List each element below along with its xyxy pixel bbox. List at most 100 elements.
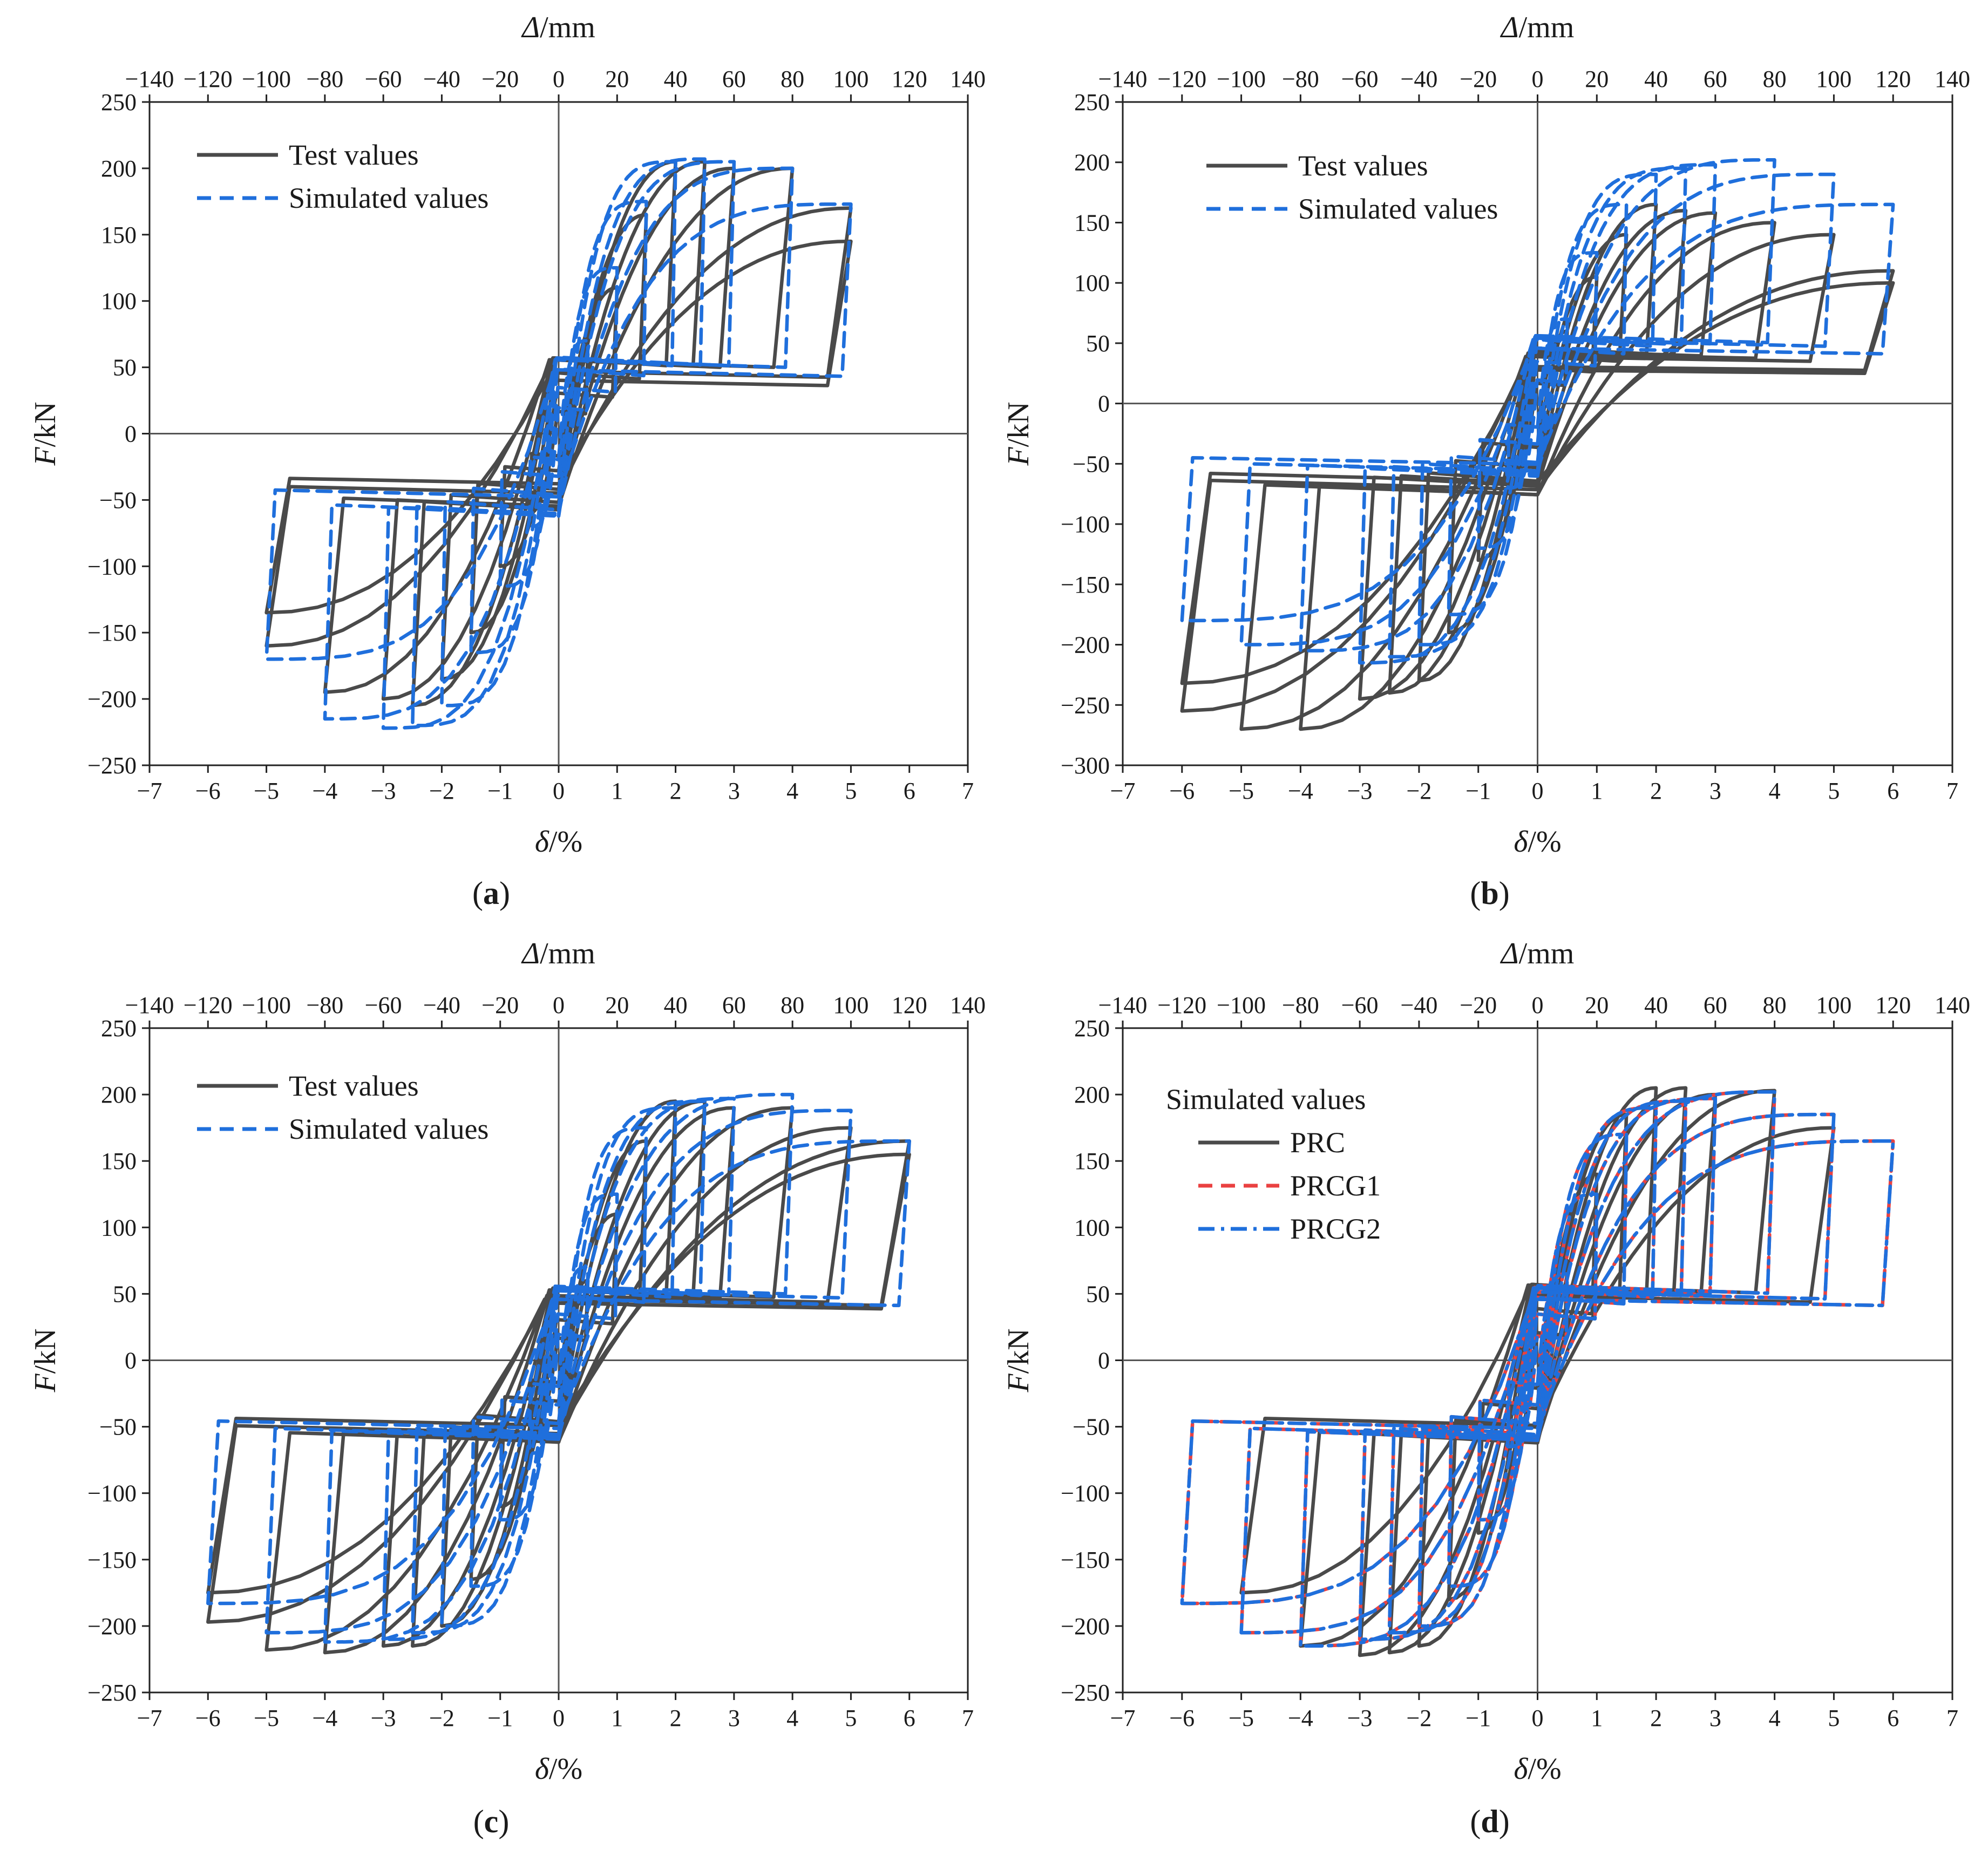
x2-tick-label: 60 xyxy=(722,66,746,92)
hysteresis-loop xyxy=(1447,202,1629,616)
legend-label: Test values xyxy=(289,139,419,171)
caption-close: ) xyxy=(1499,875,1510,911)
x2-tick-label: −20 xyxy=(481,66,519,92)
y-tick-label: 50 xyxy=(1086,330,1110,357)
x2-tick-label: 40 xyxy=(1644,992,1668,1018)
y-tick-label: 250 xyxy=(1074,89,1110,115)
hysteresis-loop xyxy=(264,1109,853,1635)
x2-tick-label: −60 xyxy=(365,66,402,92)
x-tick-label: −4 xyxy=(312,778,337,804)
x-tick-label: 3 xyxy=(728,778,740,804)
y-tick-label: 100 xyxy=(101,1214,137,1241)
x-tick-label: 3 xyxy=(1709,1705,1721,1731)
x-tick-label: 1 xyxy=(611,778,623,804)
x-tick-label: −4 xyxy=(1288,1705,1313,1731)
x2-tick-label: −140 xyxy=(1098,66,1148,92)
x-tick-label: −1 xyxy=(1465,1705,1491,1731)
x2-tick-label: 140 xyxy=(950,992,986,1018)
x-tick-label: 5 xyxy=(845,1705,857,1731)
hysteresis-loop xyxy=(1180,269,1895,713)
x2-tick-label: −140 xyxy=(125,66,174,92)
series-test-values xyxy=(1180,202,1895,731)
x2-tick-label: 80 xyxy=(781,66,804,92)
caption-letter: a xyxy=(483,875,499,911)
y-tick-label: −200 xyxy=(87,686,137,712)
legend-title: Simulated values xyxy=(1166,1083,1366,1116)
caption-letter: d xyxy=(1481,1804,1498,1839)
x-tick-label: −5 xyxy=(1229,778,1254,804)
y-axis-label: F/kN xyxy=(1002,402,1035,466)
x-tick-label: 1 xyxy=(1591,1705,1603,1731)
x-tick-label: −6 xyxy=(1169,778,1195,804)
legend: Test values Simulated values xyxy=(197,1070,488,1145)
x-axis-label: δ/% xyxy=(535,1752,582,1786)
y-tick-label: 200 xyxy=(101,1082,137,1108)
y-tick-label: −50 xyxy=(1073,1414,1110,1440)
x-tick-label: 6 xyxy=(1887,778,1899,804)
x-tick-label: 4 xyxy=(1769,778,1781,804)
x2-axis-label: Δ/mm xyxy=(1500,937,1575,970)
hysteresis-loop xyxy=(498,266,619,588)
y-tick-label: 50 xyxy=(1086,1281,1110,1307)
x2-tick-label: −40 xyxy=(423,992,460,1018)
x-tick-label: 2 xyxy=(1650,778,1662,804)
x2-tick-label: 40 xyxy=(664,992,688,1018)
y-tick-label: 200 xyxy=(1074,1082,1110,1108)
x-tick-label: 3 xyxy=(1709,778,1721,804)
x-tick-label: −6 xyxy=(195,1705,221,1731)
x2-tick-label: −60 xyxy=(1341,66,1379,92)
x2-axis-symbol: Δ xyxy=(521,937,540,970)
x-tick-label: 6 xyxy=(1887,1705,1899,1731)
y-tick-label: −100 xyxy=(87,553,137,580)
x2-tick-label: 60 xyxy=(1704,66,1727,92)
x2-tick-label: 120 xyxy=(1875,66,1911,92)
y-axis-unit: /kN xyxy=(29,402,62,447)
y-tick-label: 100 xyxy=(101,288,137,315)
x2-tick-label: −80 xyxy=(306,66,343,92)
y-tick-label: −250 xyxy=(87,1680,137,1706)
x2-tick-label: 0 xyxy=(1532,992,1544,1018)
y-tick-label: −100 xyxy=(1061,1480,1110,1507)
x2-tick-label: 140 xyxy=(950,66,986,92)
x-tick-label: −2 xyxy=(429,1705,454,1731)
x-tick-label: −7 xyxy=(1110,778,1136,804)
caption-letter: c xyxy=(484,1804,499,1839)
x2-tick-label: 100 xyxy=(1816,66,1851,92)
x2-tick-label: −40 xyxy=(1401,992,1438,1018)
y-tick-label: 250 xyxy=(101,1015,137,1042)
x-axis-unit: /% xyxy=(549,1752,582,1786)
x-tick-label: −4 xyxy=(1288,778,1313,804)
x2-tick-label: 20 xyxy=(1585,992,1609,1018)
x-axis-unit: /% xyxy=(1528,1752,1561,1786)
y-tick-label: 150 xyxy=(1074,209,1110,236)
data-layer xyxy=(1180,1086,1895,1657)
x2-axis-unit: /mm xyxy=(1519,937,1575,970)
series-prcg2 xyxy=(1180,1090,1895,1648)
hysteresis-loop xyxy=(323,166,795,721)
legend: Test values Simulated values xyxy=(1206,149,1498,225)
x2-tick-label: −100 xyxy=(242,66,291,92)
x2-tick-label: 140 xyxy=(1935,992,1970,1018)
x-tick-label: −7 xyxy=(137,778,162,804)
y-axis-symbol: F xyxy=(1002,447,1035,466)
legend-label: PRCG1 xyxy=(1290,1170,1381,1202)
x-tick-label: −2 xyxy=(1407,1705,1432,1731)
x-tick-label: 4 xyxy=(1769,1705,1781,1731)
panel-caption: (d) xyxy=(1470,1804,1509,1839)
x-tick-label: 7 xyxy=(1946,778,1958,804)
x-axis-symbol: δ xyxy=(1514,825,1528,859)
series-simulated-values xyxy=(264,157,853,730)
x2-tick-label: 20 xyxy=(1585,66,1609,92)
x-tick-label: −7 xyxy=(1110,1705,1136,1731)
hysteresis-loop xyxy=(206,1152,911,1595)
x2-tick-label: −40 xyxy=(423,66,460,92)
y-tick-label: −150 xyxy=(1061,572,1110,598)
x-axis-symbol: δ xyxy=(535,825,549,859)
y-tick-label: 200 xyxy=(1074,149,1110,176)
y-tick-label: 0 xyxy=(125,421,137,447)
x-tick-label: 0 xyxy=(553,1705,565,1731)
x2-axis-symbol: Δ xyxy=(521,11,540,44)
caption-open: ( xyxy=(1470,1804,1481,1839)
x2-axis-symbol: Δ xyxy=(1500,11,1519,44)
y-axis-label: F/kN xyxy=(29,402,62,466)
